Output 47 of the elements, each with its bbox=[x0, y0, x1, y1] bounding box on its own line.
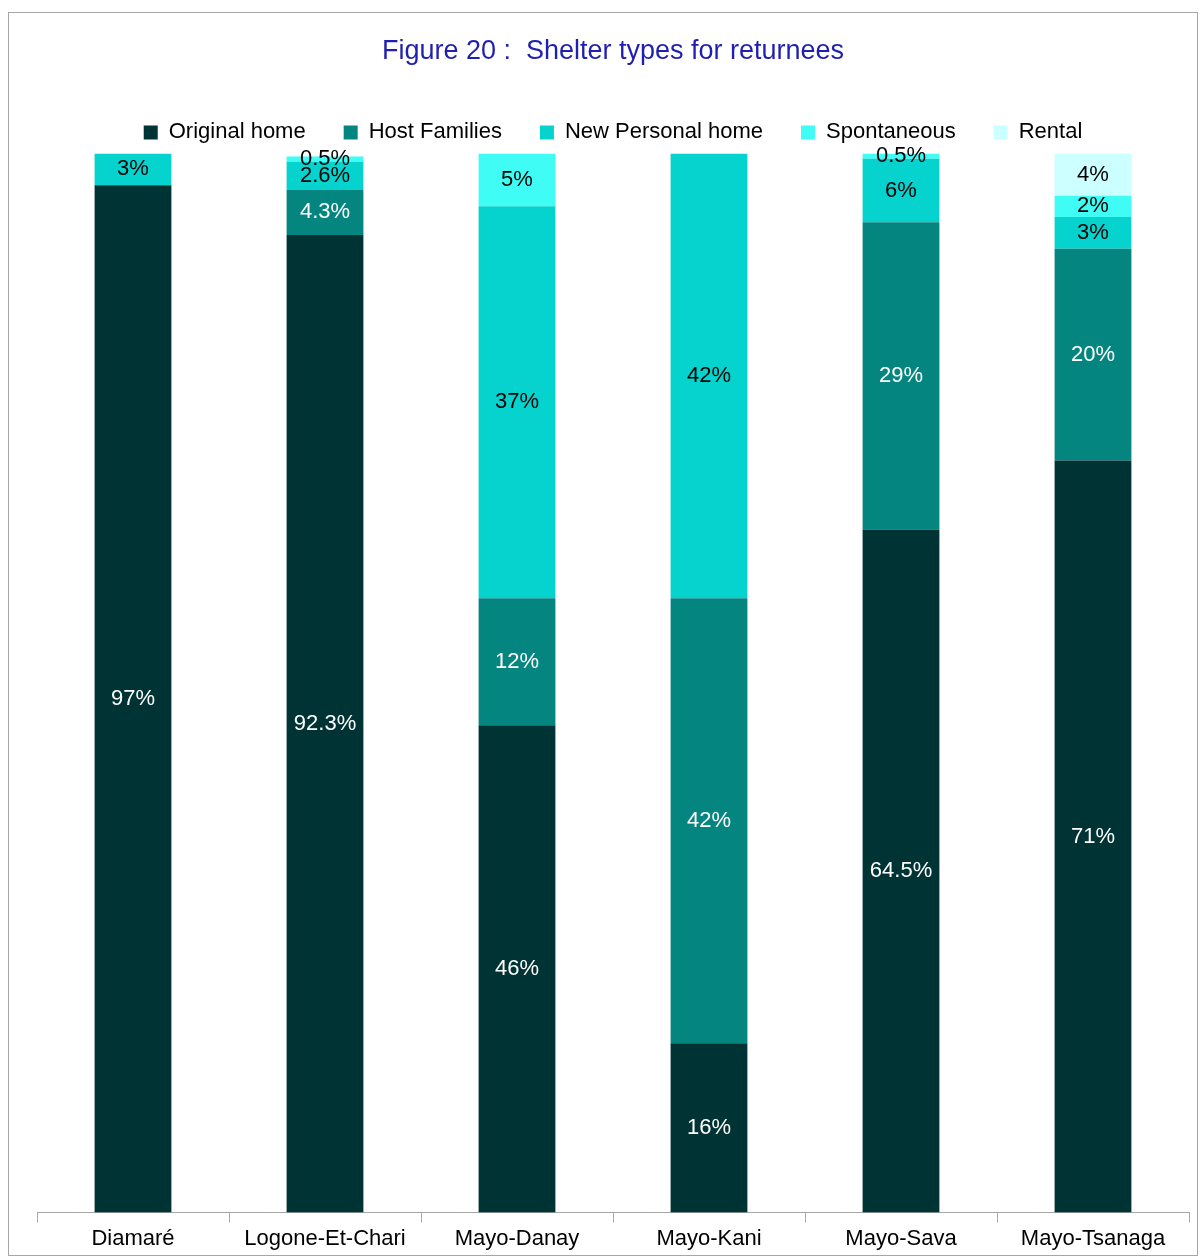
data-label: 42% bbox=[686, 806, 732, 832]
bar bbox=[1054, 460, 1132, 1213]
x-tick-label: Mayo-Sava bbox=[845, 1224, 958, 1250]
bar bbox=[862, 529, 940, 1213]
data-label: 29% bbox=[878, 361, 924, 387]
data-label: 2% bbox=[1077, 192, 1109, 218]
data-label: 20% bbox=[1070, 340, 1116, 366]
bar bbox=[862, 222, 940, 530]
x-tick-label: Mayo-Kani bbox=[656, 1224, 762, 1250]
bar bbox=[670, 598, 748, 1044]
bar bbox=[478, 725, 556, 1213]
data-label: 3% bbox=[1077, 218, 1109, 244]
data-label: 12% bbox=[494, 647, 540, 673]
x-tick-label: Diamaré bbox=[91, 1224, 175, 1250]
x-tick-label: Mayo-Danay bbox=[454, 1224, 580, 1250]
bar bbox=[1054, 248, 1132, 461]
bar bbox=[670, 153, 748, 599]
bar bbox=[286, 189, 364, 235]
bar bbox=[286, 234, 364, 1213]
x-tick-label: Logone-Et-Chari bbox=[244, 1224, 406, 1250]
data-label: 16% bbox=[686, 1113, 732, 1139]
data-label: 97% bbox=[110, 684, 156, 710]
bar bbox=[1054, 216, 1132, 249]
data-label: 64.5% bbox=[869, 857, 933, 883]
bar bbox=[670, 1043, 748, 1213]
data-label: 42% bbox=[686, 361, 732, 387]
legend-label: Original home bbox=[168, 118, 306, 144]
data-label: 92.3% bbox=[293, 709, 357, 735]
data-label: 4.3% bbox=[299, 198, 351, 224]
data-label: 4% bbox=[1077, 160, 1109, 186]
bar bbox=[1054, 153, 1132, 196]
chart-title: Figure 20 : Shelter types for returnees bbox=[381, 34, 845, 65]
data-label: 6% bbox=[885, 176, 917, 202]
bar bbox=[94, 185, 172, 1213]
legend-label: Spontaneous bbox=[826, 118, 956, 144]
x-tick-label: Mayo-Tsanaga bbox=[1020, 1224, 1166, 1250]
legend-label: New Personal home bbox=[564, 118, 764, 144]
bar bbox=[478, 598, 556, 726]
bar bbox=[478, 153, 556, 207]
data-label: 46% bbox=[494, 955, 540, 981]
data-label: 37% bbox=[494, 388, 540, 414]
data-label: 5% bbox=[501, 165, 533, 191]
data-label: 71% bbox=[1070, 822, 1116, 848]
legend-label: Rental bbox=[1018, 118, 1083, 144]
data-label: 3% bbox=[117, 155, 149, 181]
bar bbox=[478, 206, 556, 599]
legend-label: Host Families bbox=[368, 118, 502, 144]
